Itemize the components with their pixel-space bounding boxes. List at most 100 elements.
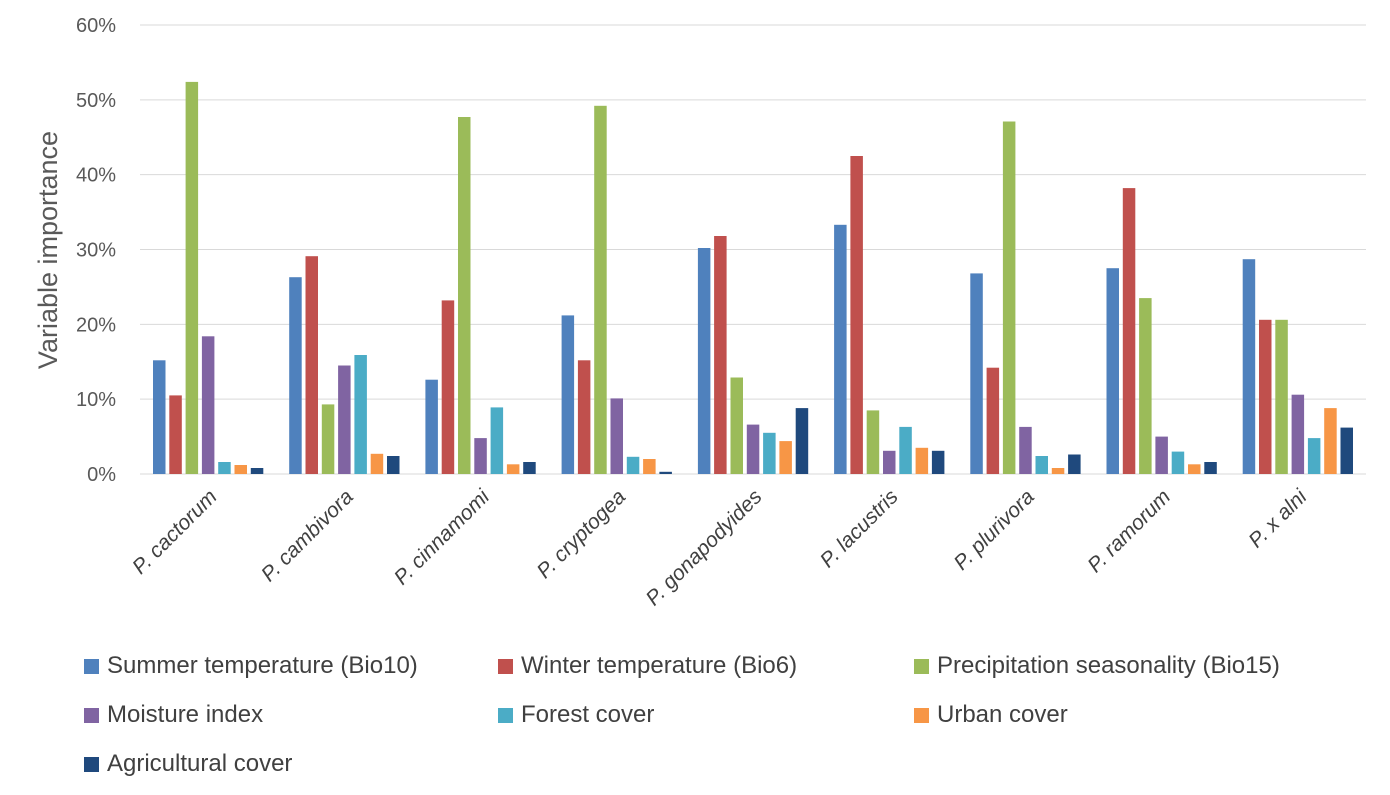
- bar: [201, 336, 215, 474]
- bar: [610, 398, 623, 474]
- bar: [234, 465, 247, 474]
- x-category-label: P. cinnamomi: [390, 484, 495, 589]
- legend-label: Winter temperature (Bio6): [521, 652, 798, 679]
- legend: Summer temperature (Bio10) Winter tempera…: [84, 648, 1374, 782]
- bar: [425, 379, 438, 474]
- bar: [883, 450, 896, 474]
- bar: [218, 462, 231, 474]
- y-tick-label: 0%: [87, 464, 116, 486]
- bar: [850, 156, 863, 474]
- bar: [714, 236, 727, 474]
- bar: [915, 447, 929, 474]
- legend-swatch: [498, 658, 513, 674]
- x-category-label: P. lacustris: [816, 485, 903, 572]
- bar: [458, 117, 471, 474]
- legend-item: Winter temperature (Bio6): [498, 648, 914, 684]
- bar: [594, 105, 607, 475]
- legend-item: Moisture index: [84, 697, 498, 733]
- bar: [490, 407, 504, 474]
- bar: [153, 360, 166, 474]
- bar: [474, 438, 487, 474]
- bar: [506, 464, 520, 474]
- bar: [1242, 259, 1256, 474]
- bar: [1291, 394, 1305, 474]
- y-tick-label: 10%: [76, 389, 116, 411]
- legend-label: Forest cover: [521, 701, 655, 728]
- x-category-label: P. ramorum: [1083, 485, 1175, 577]
- bar: [899, 426, 912, 474]
- legend-swatch: [498, 707, 513, 723]
- bar: [1204, 462, 1217, 474]
- bar: [1340, 427, 1353, 474]
- x-category-label: P. plurivora: [950, 485, 1039, 574]
- bar: [561, 315, 575, 474]
- legend-label: Agricultural cover: [107, 750, 293, 777]
- y-tick-label: 60%: [76, 15, 116, 37]
- bar: [643, 459, 656, 474]
- bar: [1275, 319, 1288, 474]
- bar: [354, 355, 367, 474]
- bar: [1002, 121, 1016, 474]
- bar: [1051, 468, 1065, 474]
- bar: [305, 256, 318, 474]
- legend-item: Urban cover: [914, 697, 1374, 733]
- bar: [730, 377, 743, 474]
- bar: [1307, 438, 1321, 474]
- legend-item: Agricultural cover: [84, 746, 498, 782]
- y-tick-label: 30%: [76, 240, 116, 262]
- bar: [1188, 464, 1201, 474]
- x-axis-categories: P. cactorum P. cambivora P. cinnamomi P. cr…: [128, 484, 1312, 610]
- bar: [1068, 454, 1081, 474]
- x-category-label: P. cryptogea: [533, 485, 631, 583]
- bar: [1035, 456, 1048, 474]
- legend-swatch: [914, 658, 929, 674]
- bar: [370, 453, 384, 474]
- legend-label: Moisture index: [107, 701, 264, 728]
- legend-swatch: [914, 707, 929, 723]
- bar: [289, 277, 302, 474]
- legend-item: Precipitation seasonality (Bio15): [914, 648, 1374, 684]
- x-category-label: P. cambivora: [257, 485, 358, 586]
- y-tick-label: 40%: [76, 165, 116, 187]
- bars: [153, 81, 1353, 475]
- y-axis-label: Variable importance: [33, 131, 63, 369]
- bar: [250, 468, 264, 474]
- legend-swatch: [84, 658, 99, 674]
- bar: [577, 360, 591, 474]
- bar: [441, 300, 455, 474]
- bar: [387, 456, 400, 474]
- legend-swatch: [84, 756, 99, 772]
- bar: [1106, 268, 1119, 474]
- legend-item: Summer temperature (Bio10): [84, 648, 498, 684]
- bar: [1019, 426, 1032, 474]
- bar: [866, 410, 880, 474]
- bar: [1324, 408, 1337, 474]
- legend-swatch: [84, 707, 99, 723]
- x-category-label: P. cactorum: [128, 485, 222, 579]
- bar: [795, 408, 809, 474]
- legend-label: Urban cover: [937, 701, 1068, 728]
- bar: [185, 81, 199, 475]
- y-tick-label: 20%: [76, 314, 116, 336]
- legend-label: Precipitation seasonality (Bio15): [937, 652, 1280, 679]
- bar: [986, 367, 1000, 474]
- bar: [763, 432, 776, 474]
- bar: [626, 456, 640, 474]
- bar: [523, 462, 536, 474]
- bar: [338, 365, 351, 474]
- bar: [1139, 298, 1152, 474]
- bar: [697, 248, 711, 474]
- legend-item: Forest cover: [498, 697, 914, 733]
- bar: [169, 395, 182, 474]
- bar: [970, 273, 983, 474]
- bar: [1171, 451, 1185, 474]
- bar: [1259, 319, 1272, 474]
- bar: [834, 224, 847, 474]
- y-axis-ticks: 0% 10% 20% 30% 40% 50% 60%: [76, 15, 116, 486]
- bar: [1155, 436, 1168, 474]
- bar: [746, 424, 760, 474]
- legend-label: Summer temperature (Bio10): [107, 652, 418, 679]
- bar-chart: 0% 10% 20% 30% 40% 50% 60% P. cactorum P. cambi…: [33, 15, 1366, 610]
- bar: [321, 404, 335, 474]
- bar: [779, 441, 792, 474]
